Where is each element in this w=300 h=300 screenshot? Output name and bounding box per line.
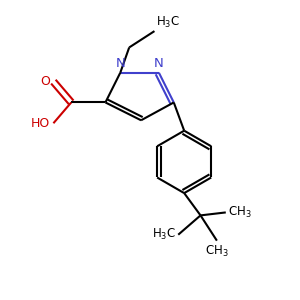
Text: H$_3$C: H$_3$C <box>152 227 176 242</box>
Text: HO: HO <box>31 117 50 130</box>
Text: N: N <box>116 57 125 70</box>
Text: CH$_3$: CH$_3$ <box>205 244 229 259</box>
Text: H$_3$C: H$_3$C <box>156 14 180 30</box>
Text: CH$_3$: CH$_3$ <box>228 205 252 220</box>
Text: O: O <box>40 75 50 88</box>
Text: N: N <box>154 57 164 70</box>
